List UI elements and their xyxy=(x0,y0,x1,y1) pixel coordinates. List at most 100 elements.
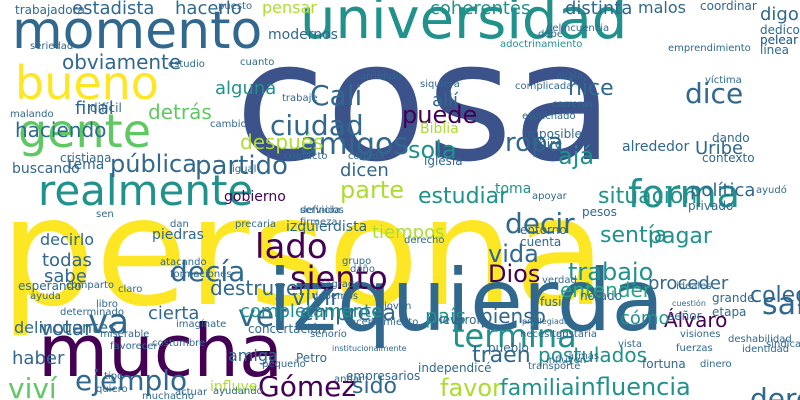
word-8: realmente xyxy=(38,166,254,215)
word-78: completamente xyxy=(240,301,383,322)
word-89: tiempos xyxy=(372,222,445,243)
word-22: ciudad xyxy=(270,109,364,142)
word-175: sindicatos xyxy=(766,339,800,350)
word-6: gente xyxy=(18,104,151,158)
word-67: política xyxy=(690,180,756,201)
word-170: tipo xyxy=(104,371,124,382)
word-76: piedras xyxy=(152,227,204,243)
word-70: votar xyxy=(40,316,93,340)
word-146: sagrado xyxy=(320,279,361,290)
word-133: favorecer xyxy=(110,341,158,352)
word-113: grande xyxy=(712,291,755,305)
word-39: vivir xyxy=(292,286,340,311)
word-26: obviamente xyxy=(62,50,182,74)
word-102: ayudó xyxy=(756,185,787,196)
word-77: destruyen xyxy=(210,276,311,300)
word-10: salario mínimo xyxy=(762,287,800,322)
word-36: vida xyxy=(488,240,539,268)
word-154: escuchado xyxy=(522,111,576,122)
word-9: forma xyxy=(628,172,740,216)
word-90: izquierdista xyxy=(286,219,368,235)
word-2: izquierda xyxy=(268,251,665,351)
word-29: hice xyxy=(568,76,614,101)
word-143: apoyar xyxy=(532,191,567,202)
word-140: servicios xyxy=(300,205,344,216)
word-98: pelear xyxy=(760,33,799,47)
word-33: situación xyxy=(598,184,698,209)
word-153: trabaje xyxy=(282,93,318,104)
word-58: estadista xyxy=(72,0,155,19)
word-83: traen xyxy=(472,343,531,368)
word-101: víctima xyxy=(705,75,742,86)
word-129: ayudando xyxy=(213,386,263,397)
word-57: hacerlo xyxy=(175,0,242,19)
word-179: ideales xyxy=(676,281,712,292)
word-136: determinado xyxy=(60,307,124,318)
word-49: pagar xyxy=(648,224,712,249)
word-68: Uribe xyxy=(695,138,744,159)
word-99: dedico xyxy=(760,23,800,37)
word-194: quiero xyxy=(96,384,128,395)
word-158: emprendimiento xyxy=(668,43,751,54)
word-121: derecho xyxy=(404,235,445,246)
word-131: muchacho xyxy=(142,391,194,400)
word-151: arriendo xyxy=(360,71,402,82)
word-161: debe xyxy=(538,29,563,40)
word-97: coordinar xyxy=(700,0,757,13)
word-130: actuar xyxy=(175,387,208,398)
word-109: contacto xyxy=(284,151,328,162)
word-27: pública xyxy=(110,150,197,178)
word-142: definida xyxy=(300,205,341,216)
word-43: sido xyxy=(352,374,397,399)
word-105: imposible xyxy=(524,127,582,141)
word-107: iglesia xyxy=(424,154,463,168)
word-173: formaciones xyxy=(170,269,232,280)
word-160: delincuencia xyxy=(546,23,610,34)
word-167: cambio xyxy=(210,119,247,130)
word-40: ver xyxy=(238,299,287,334)
word-17: siento xyxy=(290,259,388,297)
word-148: pequeño xyxy=(262,359,306,370)
word-181: fuerzas xyxy=(676,343,713,354)
word-52: detrás xyxy=(148,100,212,124)
word-30: sola xyxy=(408,136,457,164)
word-166: malando xyxy=(10,109,54,120)
word-37: Dios xyxy=(488,260,541,288)
word-93: buscando xyxy=(12,161,80,177)
word-54: dicen xyxy=(340,160,389,181)
word-137: imagínate xyxy=(176,319,227,330)
word-46: colegio xyxy=(750,283,800,308)
word-116: privado xyxy=(688,199,734,213)
word-34: estudiar xyxy=(418,184,509,209)
word-47: sentía xyxy=(600,223,668,248)
word-4: universidad xyxy=(300,0,628,52)
word-95: difícil xyxy=(90,101,122,115)
word-86: delincuentes xyxy=(14,318,117,337)
word-144: grupo xyxy=(342,256,372,267)
word-162: estudio xyxy=(168,59,205,70)
word-183: verdad xyxy=(542,275,577,286)
word-149: señorío xyxy=(310,329,347,340)
word-42: viví xyxy=(8,372,57,400)
word-164: puesto xyxy=(218,1,253,12)
word-61: coherentes xyxy=(430,0,531,19)
word-189: influyen xyxy=(546,355,587,366)
word-41: va xyxy=(88,302,129,342)
word-188: privilegiada xyxy=(522,317,569,326)
word-132: miserable xyxy=(100,329,150,340)
word-84: postulados xyxy=(538,343,648,367)
word-81: Álvaro xyxy=(664,308,728,332)
word-177: dinero xyxy=(700,359,732,370)
word-91: Biblia xyxy=(420,121,459,137)
word-5: momento xyxy=(12,1,263,61)
word-123: llevaron xyxy=(436,313,485,327)
word-106: mire xyxy=(535,137,563,151)
word-139: institucionalmente xyxy=(332,344,407,353)
word-141: firmeza xyxy=(300,217,338,228)
word-56: alguna xyxy=(215,78,277,99)
word-23: Cali xyxy=(310,79,363,112)
word-126: empresarios xyxy=(346,369,421,383)
word-13: decir xyxy=(505,207,575,240)
word-64: digo xyxy=(760,4,799,25)
word-35: trabajo xyxy=(568,258,654,286)
